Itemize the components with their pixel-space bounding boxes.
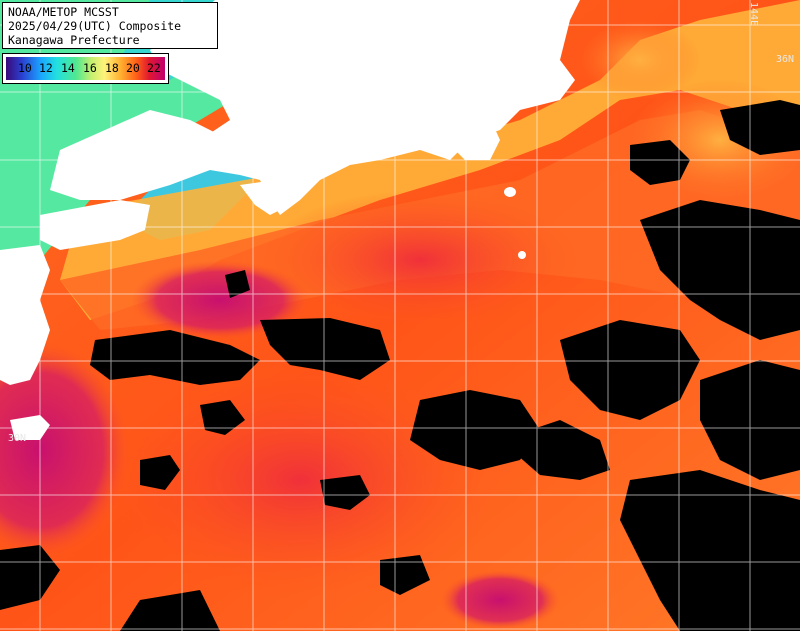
title-line-2: 2025/04/29(UTC) Composite	[8, 19, 182, 33]
lat-label-30n: 30N	[8, 433, 27, 444]
land-honshu	[150, 0, 580, 215]
hot-water-region	[0, 340, 130, 560]
warm-core	[260, 190, 580, 330]
warm-core	[100, 360, 500, 600]
scale-tick-label: 10	[18, 61, 32, 75]
scale-tick-label: 18	[105, 61, 119, 75]
cloud-mask-group	[0, 100, 800, 631]
scale-tick-label: 12	[39, 61, 53, 75]
scale-tick-label: 22	[147, 61, 161, 75]
land-kyushu	[0, 245, 50, 385]
land-izu-island	[518, 251, 526, 259]
lat-label-36n: 36N	[776, 54, 795, 65]
land-boso	[450, 118, 500, 160]
lon-label-144e: 144E	[748, 2, 759, 27]
title-line-1: NOAA/METOP MCSST	[8, 5, 119, 19]
scale-tick-label: 16	[83, 61, 97, 75]
land-shikoku	[40, 200, 150, 250]
yellow-patch	[580, 20, 700, 100]
title-line-3: Kanagawa Prefecture	[8, 33, 140, 47]
land-izu-island	[504, 187, 516, 197]
scale-tick-label: 14	[61, 61, 75, 75]
land-honshu-west	[50, 110, 250, 200]
hot-water-region	[440, 570, 560, 630]
scale-tick-label: 20	[126, 61, 140, 75]
map-title-box: NOAA/METOP MCSST 2025/04/29(UTC) Composi…	[2, 2, 218, 49]
color-scale-legend: 10 12 14 16 18 20 22	[2, 53, 169, 84]
color-scale-bar: 10 12 14 16 18 20 22	[6, 57, 165, 80]
color-scale-labels: 10 12 14 16 18 20 22	[6, 57, 165, 80]
